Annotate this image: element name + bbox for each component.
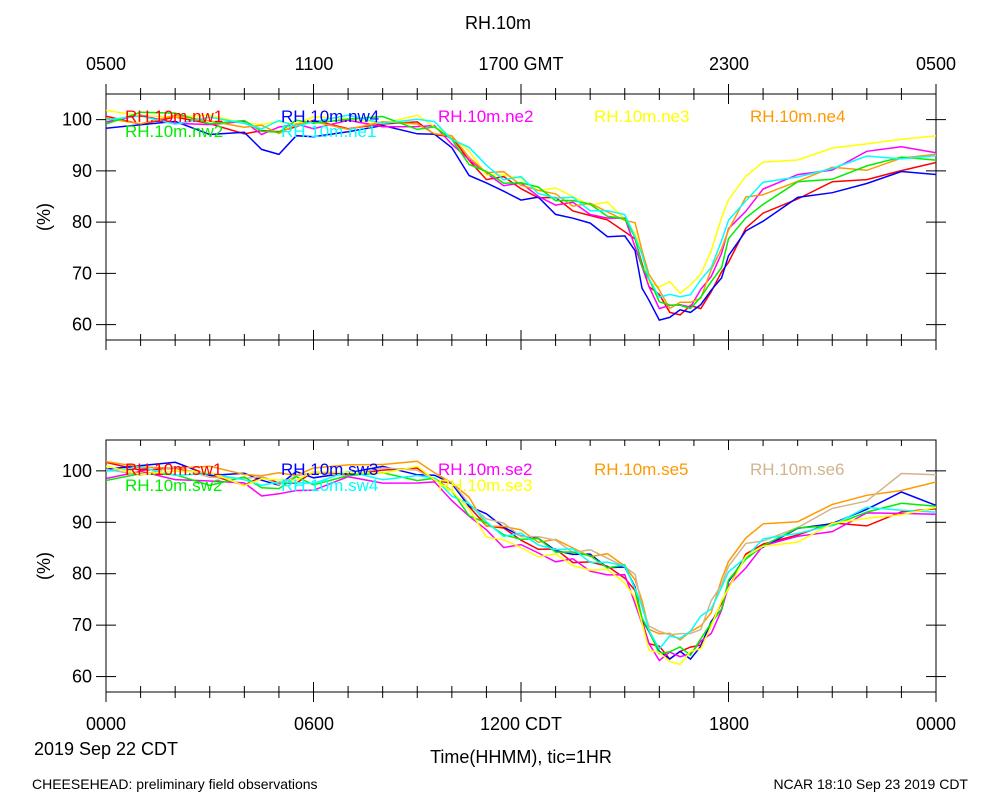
bottom-panel-series-RH.10m.se3 [106, 465, 936, 666]
bottom-panel-legend-RH.10m.sw3: RH.10m.sw3 [281, 460, 378, 479]
bottom-panel-legend-RH.10m.sw4: RH.10m.sw4 [281, 476, 378, 495]
top-panel-series-RH.10m.ne4 [106, 114, 936, 310]
x-axis-label: Time(HHMM), tic=1HR [430, 747, 612, 767]
top-panel-series-RH.10m.nw4 [106, 120, 936, 321]
bottom-panel-legend-RH.10m.sw2: RH.10m.sw2 [125, 476, 222, 495]
top-panel-legend-RH.10m.ne1: RH.10m.ne1 [281, 122, 376, 141]
top-panel-series-RH.10m.ne3 [106, 109, 936, 295]
bottom-panel-legend-RH.10m.se2: RH.10m.se2 [438, 460, 532, 479]
top-panel-ytick-label-90: 90 [72, 161, 92, 181]
bottom-panel-ytick-label-80: 80 [72, 564, 92, 584]
footer-left: CHEESEHEAD: preliminary field observatio… [32, 776, 318, 792]
bottom-panel-ytick-label-70: 70 [72, 615, 92, 635]
bottom-panel-ytick-label-90: 90 [72, 512, 92, 532]
bottom-panel-series-RH.10m.sw2 [106, 472, 936, 657]
top-panel-series-RH.10m.nw1 [106, 115, 936, 316]
bottom-panel-legend-RH.10m.se5: RH.10m.se5 [594, 460, 688, 479]
bottom-panel-legend-RH.10m.sw1: RH.10m.sw1 [125, 460, 222, 479]
top-panel-legend-RH.10m.ne4: RH.10m.ne4 [750, 107, 845, 126]
top-panel-ytick-label-80: 80 [72, 212, 92, 232]
top-panel-legend-RH.10m.ne3: RH.10m.ne3 [594, 107, 689, 126]
bottom-panel-legend-RH.10m.se6: RH.10m.se6 [750, 460, 844, 479]
bottom-axis-label-1: 0600 [294, 714, 334, 734]
chart-title: RH.10m [465, 13, 531, 33]
bottom-axis-label-0: 0000 [86, 714, 126, 734]
bottom-axis-label-2: 1200 CDT [480, 714, 562, 734]
top-panel-frame [105, 93, 937, 341]
bottom-panel-ylabel: (%) [34, 552, 54, 580]
bottom-panel-series-RH.10m.sw4 [106, 466, 936, 651]
bottom-axis-label-4: 0000 [916, 714, 956, 734]
top-panel-ytick-label-60: 60 [72, 315, 92, 335]
top-panel-ytick-label-70: 70 [72, 263, 92, 283]
top-panel-series-RH.10m.ne2 [106, 114, 936, 310]
top-axis-label-2: 1700 GMT [478, 54, 563, 74]
bottom-panel-legend-RH.10m.se3: RH.10m.se3 [438, 476, 532, 495]
top-axis-label-3: 2300 [709, 54, 749, 74]
date-label: 2019 Sep 22 CDT [34, 739, 178, 759]
top-axis-label-1: 1100 [295, 54, 334, 74]
top-axis-label-4: 0500 [916, 54, 956, 74]
top-panel-legend-RH.10m.nw4: RH.10m.nw4 [281, 107, 379, 126]
bottom-panel-series-RH.10m.se5 [106, 460, 936, 641]
bottom-panel-series-RH.10m.se2 [106, 470, 936, 662]
bottom-panel-ytick-label-100: 100 [62, 461, 92, 481]
bottom-panel-series-RH.10m.se6 [106, 465, 936, 636]
bottom-axis-label-3: 1800 [709, 714, 749, 734]
bottom-panel-ytick-label-60: 60 [72, 667, 92, 687]
top-panel-series-RH.10m.nw2 [106, 111, 936, 310]
top-panel-series-RH.10m.ne1 [106, 114, 936, 299]
top-panel-legend-RH.10m.nw2: RH.10m.nw2 [125, 122, 223, 141]
top-panel-legend-RH.10m.nw1: RH.10m.nw1 [125, 107, 223, 126]
top-panel-legend-RH.10m.ne2: RH.10m.ne2 [438, 107, 533, 126]
top-axis-label-0: 0500 [86, 54, 126, 74]
top-panel-ytick-label-100: 100 [62, 110, 92, 130]
top-panel-ylabel: (%) [34, 203, 54, 231]
footer-right: NCAR 18:10 Sep 23 2019 CDT [773, 776, 968, 792]
